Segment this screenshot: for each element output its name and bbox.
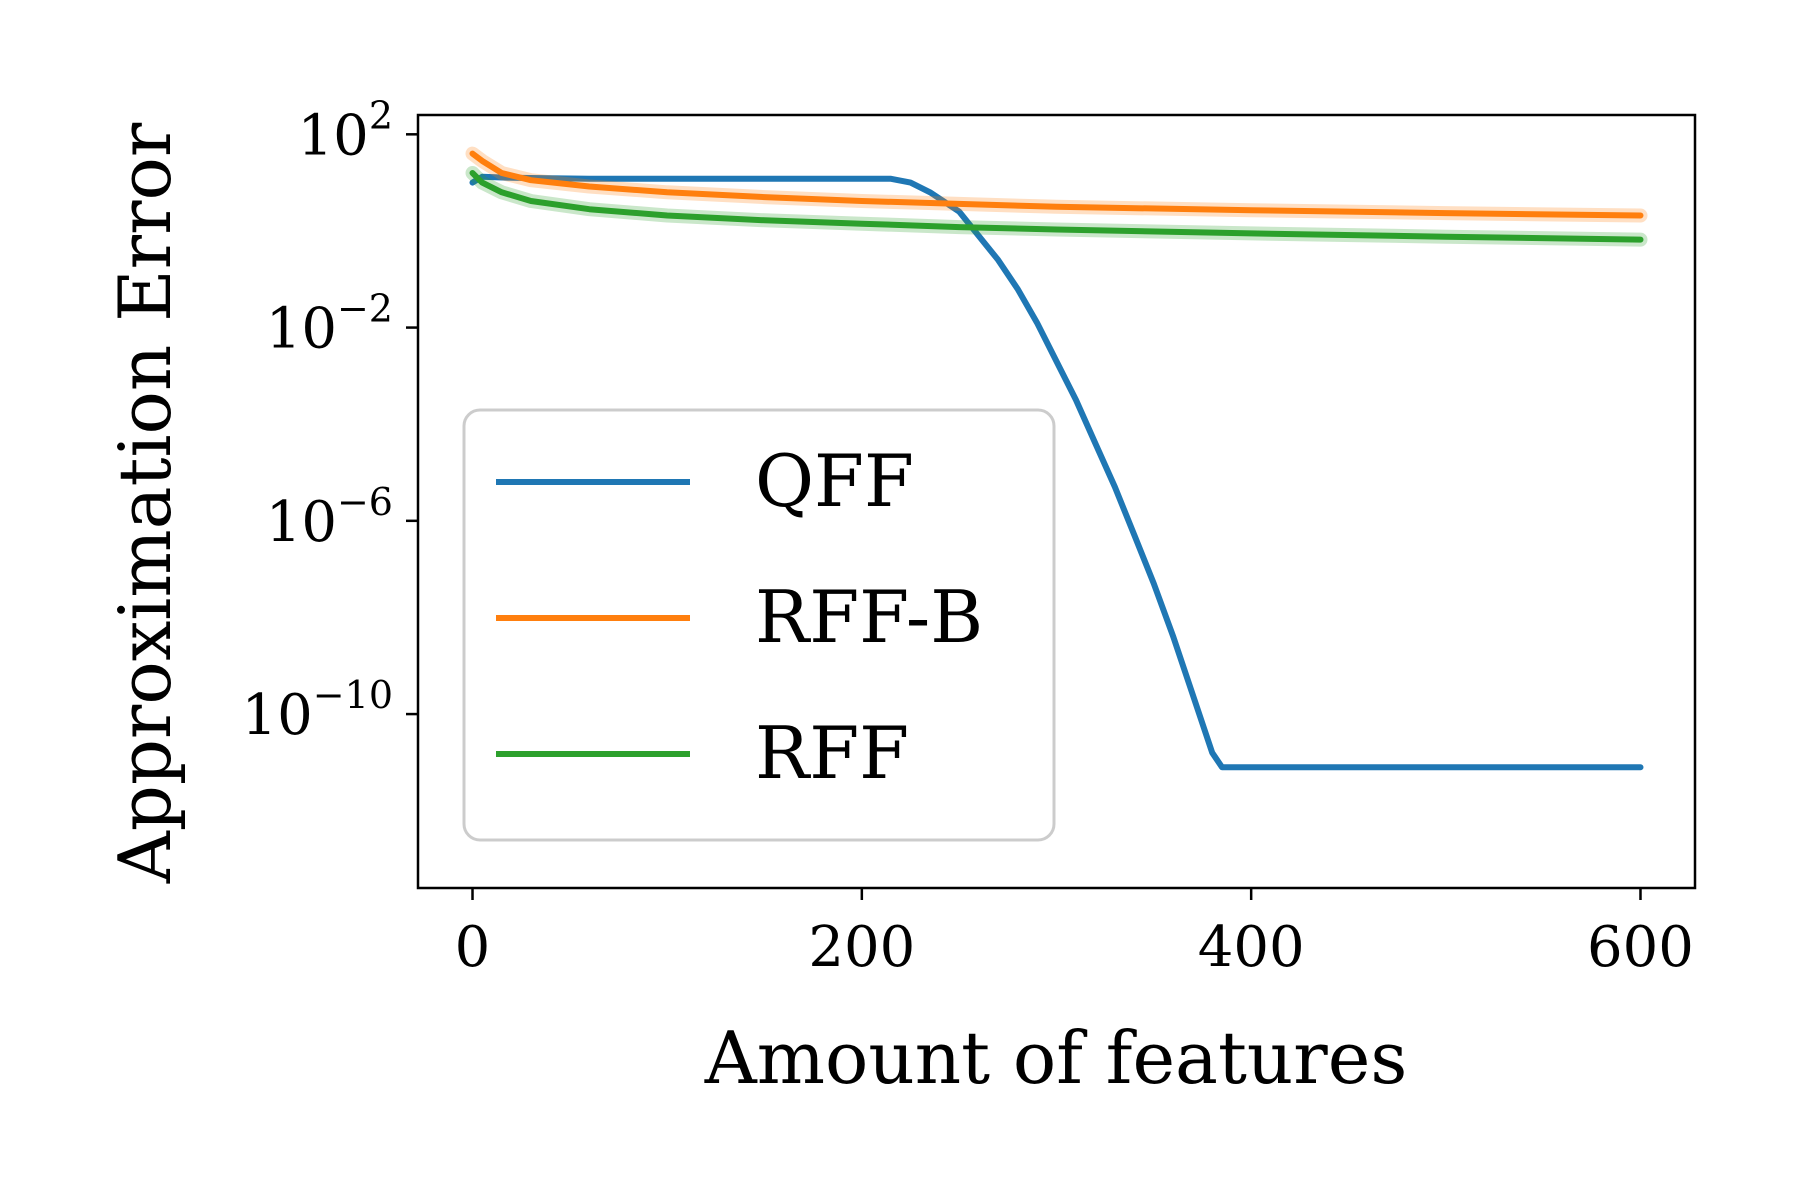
- x-axis-ticks: 0 200 400 600: [455, 888, 1694, 980]
- series-line-rff: [469, 170, 1644, 243]
- y-tick-label: 102: [298, 93, 393, 168]
- plot-frame: [416, 113, 1697, 890]
- y-tick-label: 10−6: [266, 480, 393, 555]
- y-axis-ticks: 102 10−2 10−6 10−10: [242, 93, 418, 748]
- legend-label-rff: RFF: [755, 711, 909, 795]
- legend-label-qff: QFF: [755, 439, 914, 523]
- legend-box: [462, 408, 1056, 842]
- series-line-qff: [469, 173, 1644, 771]
- y-axis-title: Approximation Error: [103, 122, 187, 884]
- x-tick-label: 600: [1587, 915, 1694, 980]
- x-tick-label: 200: [808, 915, 915, 980]
- series-line-rff-b: [469, 150, 1644, 219]
- y-tick-label: 10−2: [266, 287, 393, 362]
- x-axis-title: Amount of features: [704, 1016, 1408, 1100]
- x-tick-label: 0: [455, 915, 491, 980]
- legend-items: QFF RFF-B RFF: [496, 439, 983, 795]
- legend: QFF RFF-B RFF: [462, 408, 1056, 842]
- legend-label-rff-b: RFF-B: [755, 575, 983, 659]
- x-tick-label: 400: [1198, 915, 1305, 980]
- series-layer: [465, 146, 1648, 771]
- y-tick-label: 10−10: [242, 673, 393, 748]
